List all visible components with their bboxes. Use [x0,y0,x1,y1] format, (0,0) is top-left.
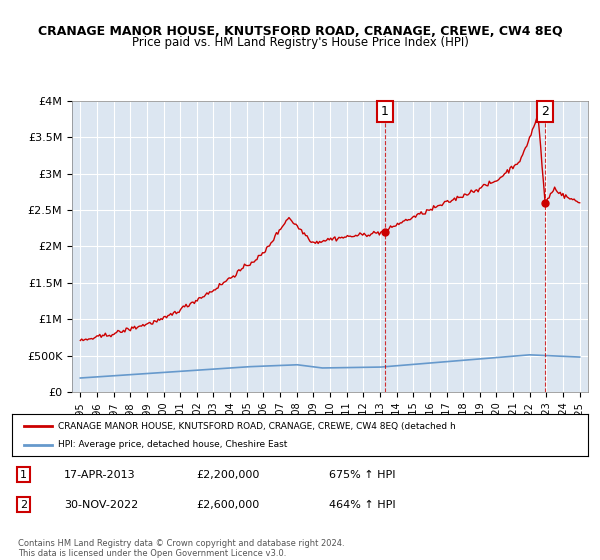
Text: HPI: Average price, detached house, Cheshire East: HPI: Average price, detached house, Ches… [58,440,287,449]
Text: CRANAGE MANOR HOUSE, KNUTSFORD ROAD, CRANAGE, CREWE, CW4 8EQ: CRANAGE MANOR HOUSE, KNUTSFORD ROAD, CRA… [38,25,562,38]
Text: Price paid vs. HM Land Registry's House Price Index (HPI): Price paid vs. HM Land Registry's House … [131,36,469,49]
Text: 30-NOV-2022: 30-NOV-2022 [64,500,138,510]
Text: CRANAGE MANOR HOUSE, KNUTSFORD ROAD, CRANAGE, CREWE, CW4 8EQ (detached h: CRANAGE MANOR HOUSE, KNUTSFORD ROAD, CRA… [58,422,456,431]
Text: 2: 2 [20,500,27,510]
Text: £2,200,000: £2,200,000 [196,470,260,479]
Text: 1: 1 [20,470,27,479]
Text: 1: 1 [381,105,389,118]
Text: Contains HM Land Registry data © Crown copyright and database right 2024.
This d: Contains HM Land Registry data © Crown c… [18,539,344,558]
Text: 464% ↑ HPI: 464% ↑ HPI [329,500,395,510]
Text: £2,600,000: £2,600,000 [196,500,260,510]
Text: 675% ↑ HPI: 675% ↑ HPI [329,470,395,479]
Text: 2: 2 [541,105,549,118]
Text: 17-APR-2013: 17-APR-2013 [64,470,136,479]
